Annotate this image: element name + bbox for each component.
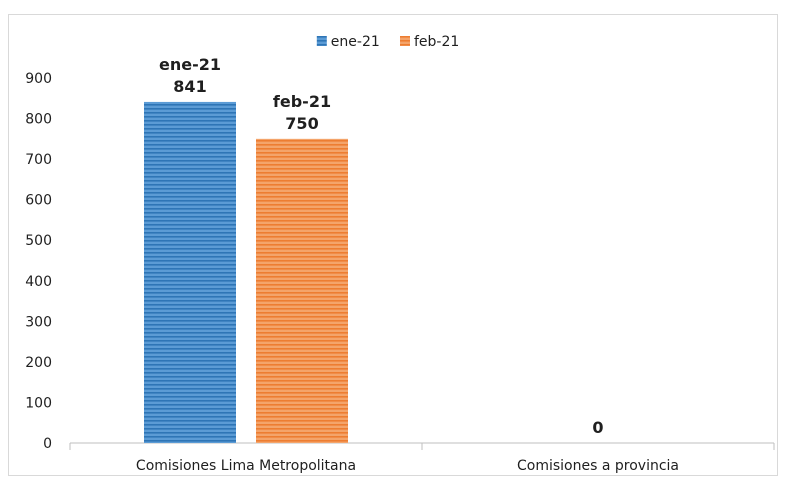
y-tick-label: 900 [25, 71, 52, 87]
y-tick-label: 800 [25, 112, 52, 128]
y-axis: 0 100 200 300 400 500 600 700 800 900 [25, 71, 52, 452]
y-tick-label: 600 [25, 193, 52, 209]
category-label: Comisiones Lima Metropolitana [136, 458, 356, 474]
bar-feb-21 [256, 138, 348, 444]
y-tick-label: 200 [25, 355, 52, 371]
legend: ene-21 feb-21 [316, 34, 459, 50]
bar-ene-21 [144, 101, 236, 443]
data-labels: ene-21 841 feb-21 750 0 [159, 55, 604, 437]
legend-label: ene-21 [331, 34, 380, 50]
data-label: 0 [592, 418, 603, 437]
data-label: 841 [173, 77, 206, 96]
y-tick-label: 100 [25, 395, 52, 411]
y-tick-label: 300 [25, 314, 52, 330]
y-tick-label: 500 [25, 233, 52, 249]
data-label: ene-21 [159, 55, 221, 74]
x-axis: Comisiones Lima Metropolitana Comisiones … [69, 442, 775, 474]
legend-swatch-feb-21 [400, 36, 410, 46]
category-label: Comisiones a provincia [517, 458, 679, 474]
y-tick-label: 0 [43, 436, 52, 452]
legend-label: feb-21 [414, 34, 459, 50]
data-label: feb-21 [273, 92, 331, 111]
bars [144, 101, 348, 444]
legend-swatch-ene-21 [316, 36, 327, 46]
y-tick-label: 700 [25, 152, 52, 168]
data-label: 750 [285, 114, 318, 133]
chart-frame [8, 14, 778, 476]
y-tick-label: 400 [25, 274, 52, 290]
